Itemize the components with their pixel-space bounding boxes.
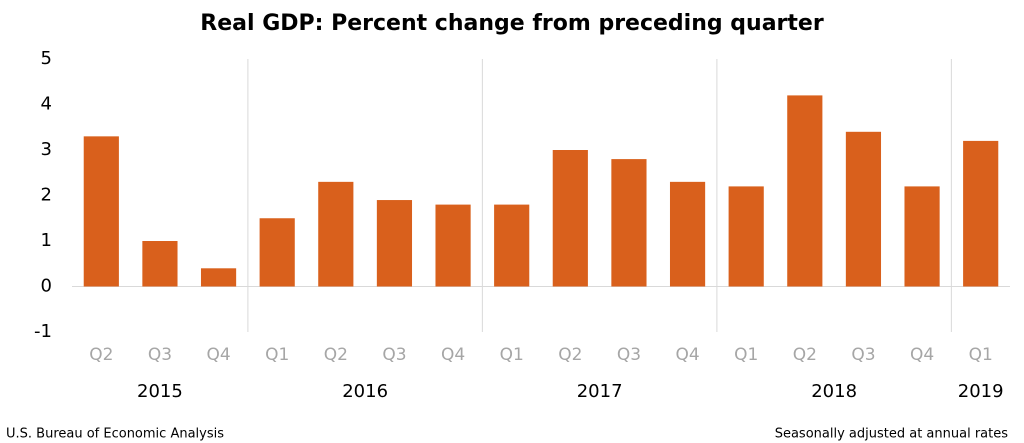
x-tick-label: Q2 (89, 345, 113, 365)
year-label: 2019 (958, 381, 1004, 402)
y-tick-label: 1 (41, 230, 52, 251)
bar (318, 181, 354, 287)
y-tick-label: 5 (41, 48, 52, 69)
bar (669, 181, 706, 287)
bar (963, 140, 999, 287)
y-tick-label: 0 (41, 276, 52, 297)
source: U.S. Bureau of Economic Analysis (6, 427, 224, 442)
x-tick-label: Q3 (382, 345, 406, 365)
y-tick-label: -1 (34, 321, 52, 342)
x-tick-label: Q4 (441, 345, 465, 365)
x-tick-label: Q3 (148, 345, 172, 365)
x-tick-label: Q4 (206, 345, 230, 365)
x-tick-label: Q4 (910, 345, 934, 365)
bar (83, 136, 119, 287)
x-tick-label: Q1 (500, 345, 524, 365)
chart-title: Real GDP: Percent change from preceding … (200, 11, 824, 36)
x-tick-label: Q2 (793, 345, 817, 365)
bar (552, 150, 588, 287)
bar (376, 200, 413, 287)
x-tick-label: Q1 (969, 345, 993, 365)
y-tick-label: 2 (41, 185, 52, 206)
bar (845, 131, 882, 287)
bar (259, 218, 295, 287)
bar (200, 268, 237, 287)
note: Seasonally adjusted at annual rates (775, 427, 1009, 442)
x-tick-label: Q3 (851, 345, 875, 365)
bar (728, 186, 764, 287)
y-tick-label: 3 (41, 139, 52, 160)
bar (494, 204, 530, 287)
bar (904, 186, 940, 287)
bar (787, 95, 823, 287)
year-label: 2016 (342, 381, 388, 402)
x-tick-label: Q1 (265, 345, 289, 365)
bar (142, 241, 178, 287)
x-tick-label: Q3 (617, 345, 641, 365)
year-label: 2017 (577, 381, 623, 402)
x-tick-label: Q2 (324, 345, 348, 365)
x-tick-label: Q4 (675, 345, 699, 365)
year-label: 2015 (137, 381, 183, 402)
bar (435, 204, 471, 287)
x-tick-label: Q1 (734, 345, 758, 365)
x-tick-label: Q2 (558, 345, 582, 365)
year-label: 2018 (811, 381, 857, 402)
bar (611, 159, 647, 287)
y-tick-label: 4 (41, 94, 52, 115)
